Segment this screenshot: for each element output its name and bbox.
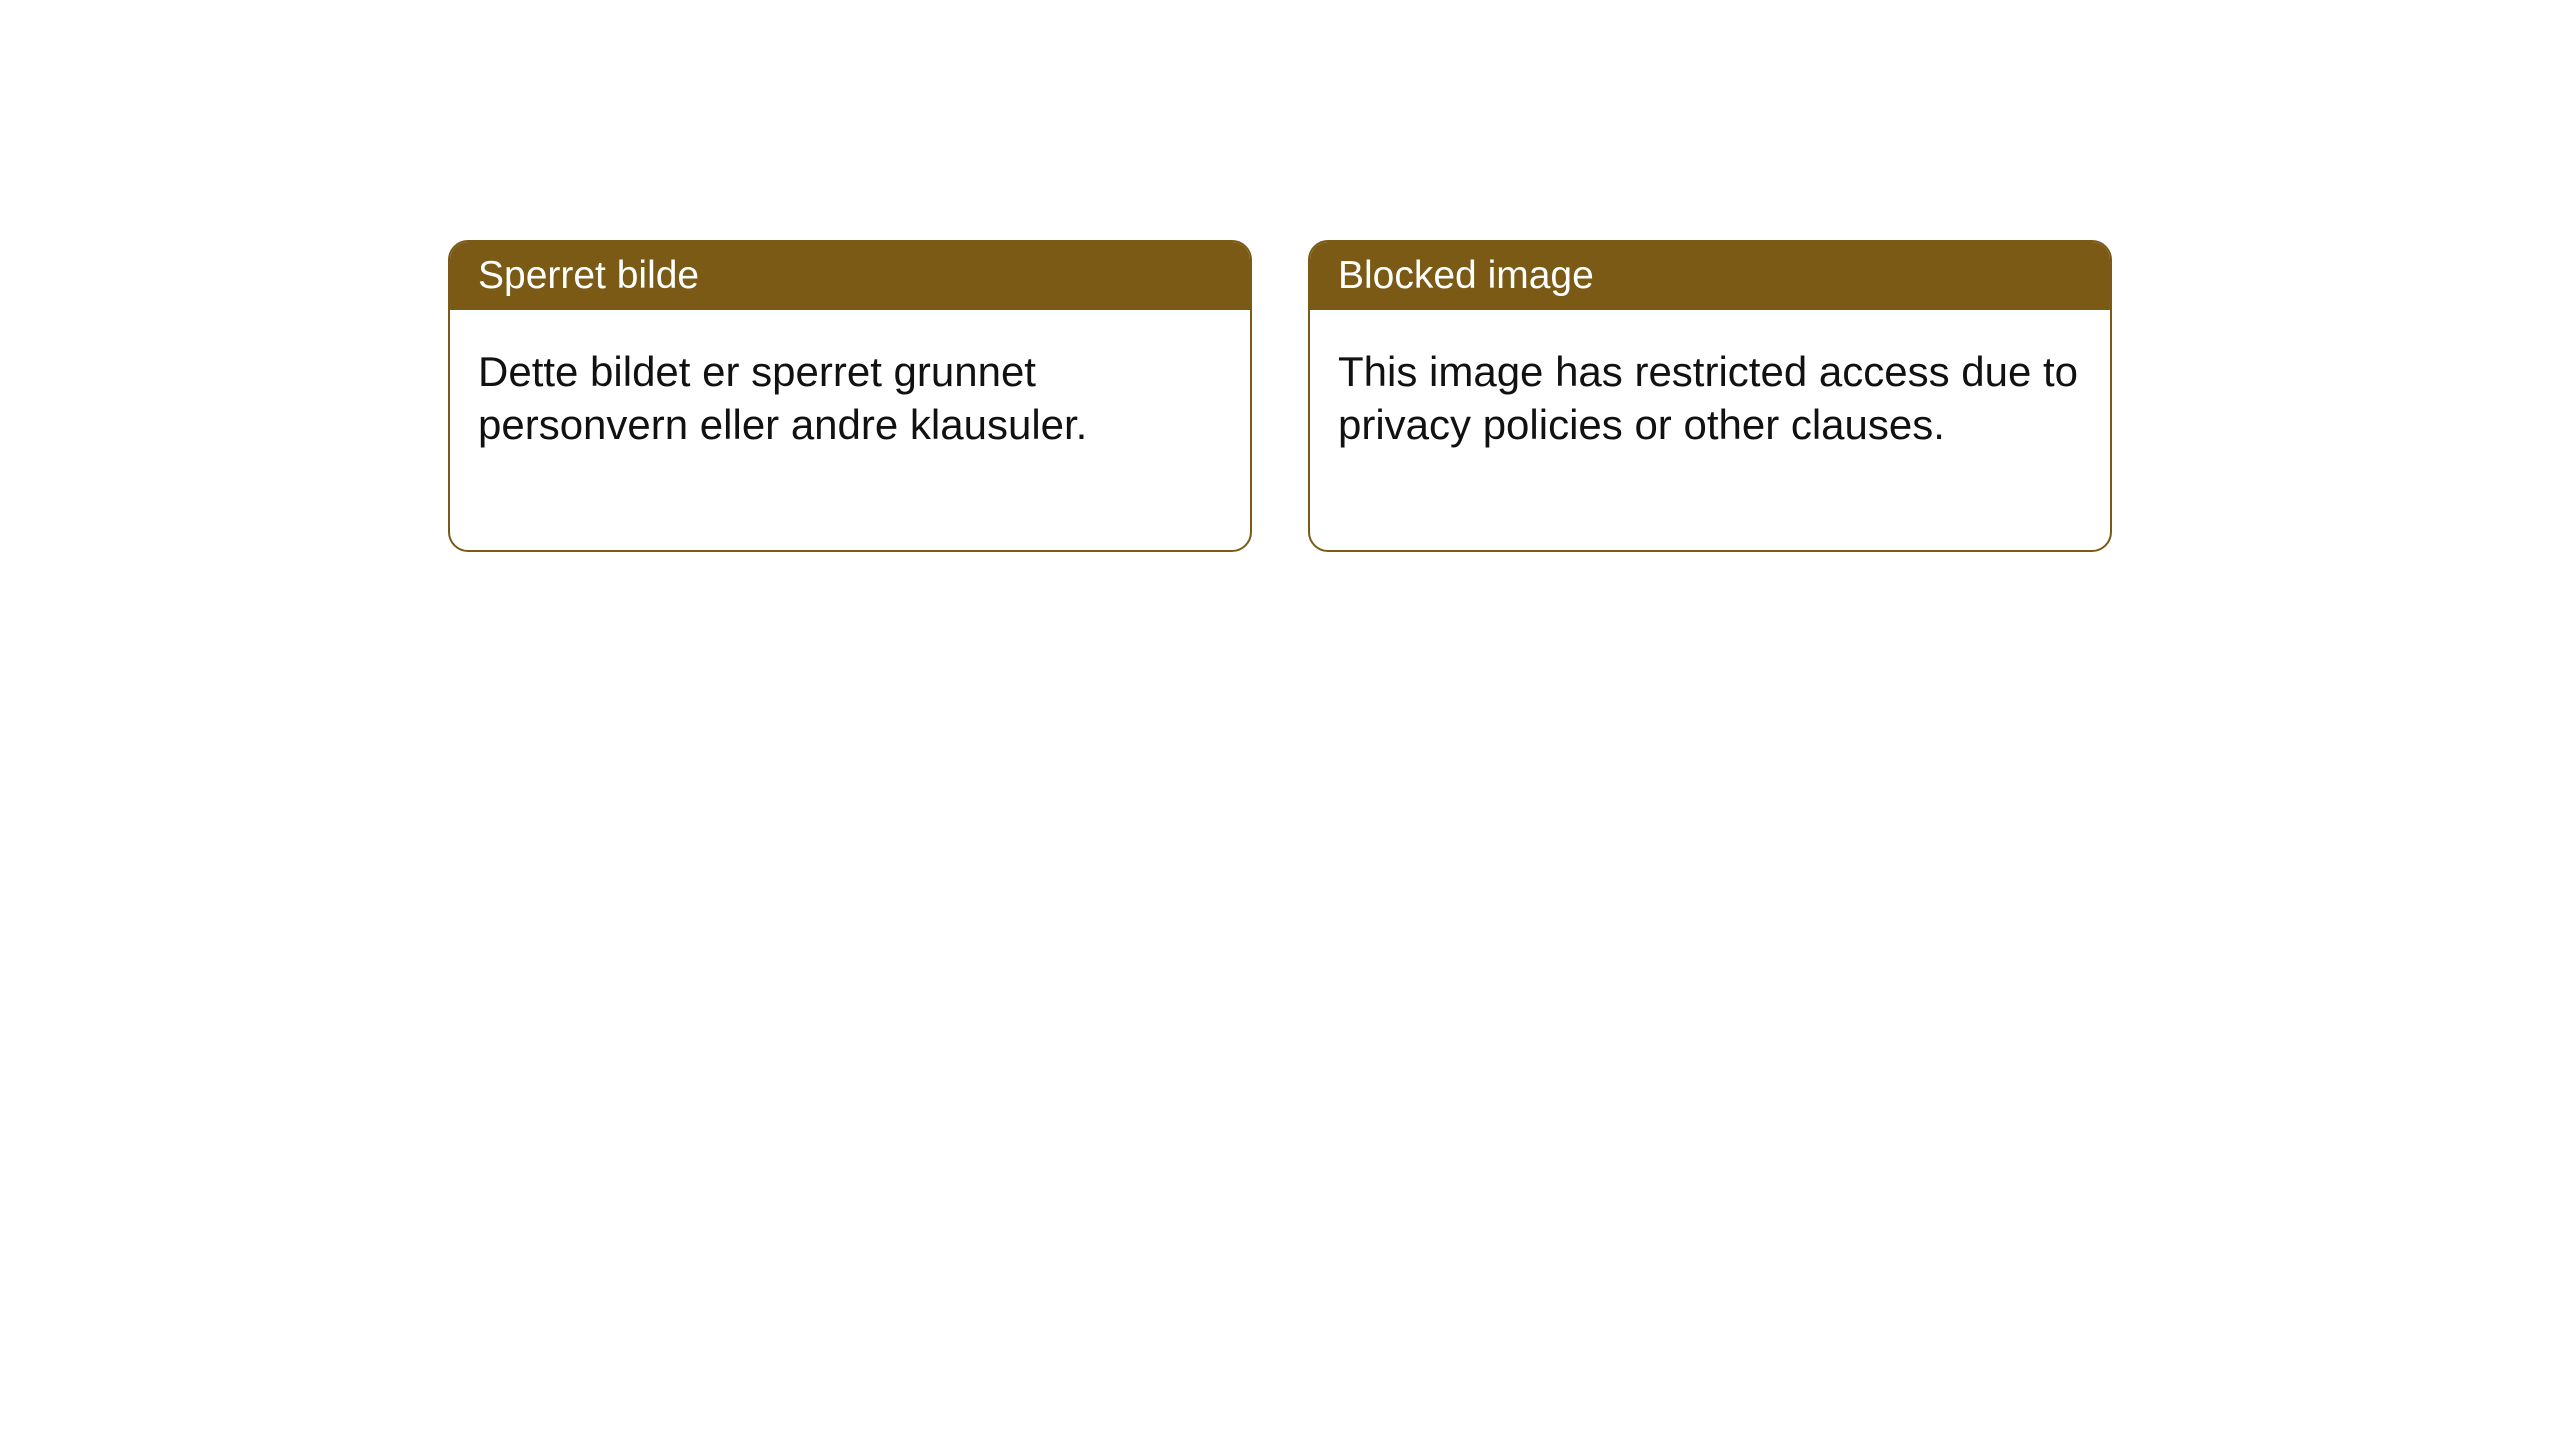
notice-card-title-eng: Blocked image [1310,242,2110,310]
notice-card-nor: Sperret bilde Dette bildet er sperret gr… [448,240,1252,552]
notice-card-eng: Blocked image This image has restricted … [1308,240,2112,552]
notice-card-body-eng: This image has restricted access due to … [1310,310,2110,550]
notice-cards-container: Sperret bilde Dette bildet er sperret gr… [448,240,2112,552]
notice-card-body-nor: Dette bildet er sperret grunnet personve… [450,310,1250,550]
notice-card-title-nor: Sperret bilde [450,242,1250,310]
